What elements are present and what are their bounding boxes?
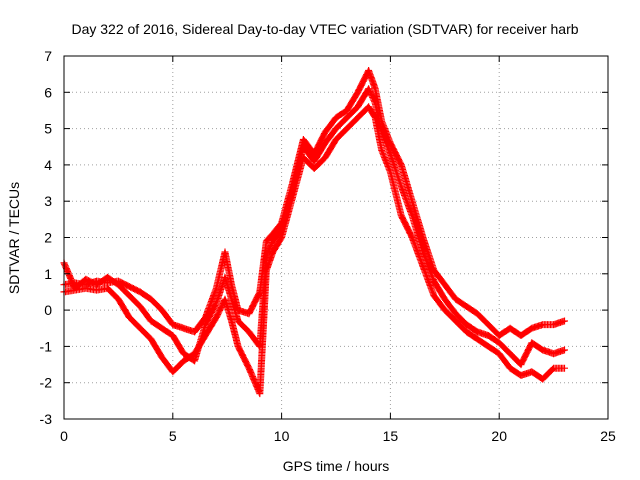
y-tick-label: 3 <box>44 193 52 209</box>
data-layer <box>60 67 568 398</box>
label-layer: 0 5 10 15 20 25 -3 -2 -1 0 1 2 3 4 5 6 7 <box>40 48 616 444</box>
series-1 <box>60 67 568 339</box>
x-tick-label: 20 <box>491 428 507 444</box>
series-1-markers <box>60 67 568 339</box>
grid-layer <box>64 56 608 419</box>
x-tick-label: 10 <box>274 428 290 444</box>
y-tick-label: 4 <box>44 157 52 173</box>
y-tick-label: -1 <box>40 338 53 354</box>
x-tick-label: 15 <box>383 428 399 444</box>
tick-layer <box>63 55 609 420</box>
y-tick-label: 7 <box>44 48 52 64</box>
chart-title: Day 322 of 2016, Sidereal Day-to-day VTE… <box>71 21 578 37</box>
y-tick-label: 2 <box>44 230 52 246</box>
x-axis-label: GPS time / hours <box>283 458 390 474</box>
y-tick-label: -2 <box>40 375 53 391</box>
y-tick-label: 1 <box>44 266 52 282</box>
x-tick-label: 0 <box>60 428 68 444</box>
y-tick-label: 0 <box>44 302 52 318</box>
y-tick-label: 6 <box>44 84 52 100</box>
x-tick-label: 25 <box>600 428 616 444</box>
y-tick-label: -3 <box>40 411 53 427</box>
y-tick-label: 5 <box>44 121 52 137</box>
y-axis-label: SDTVAR / TECUs <box>6 182 22 294</box>
x-tick-label: 5 <box>169 428 177 444</box>
